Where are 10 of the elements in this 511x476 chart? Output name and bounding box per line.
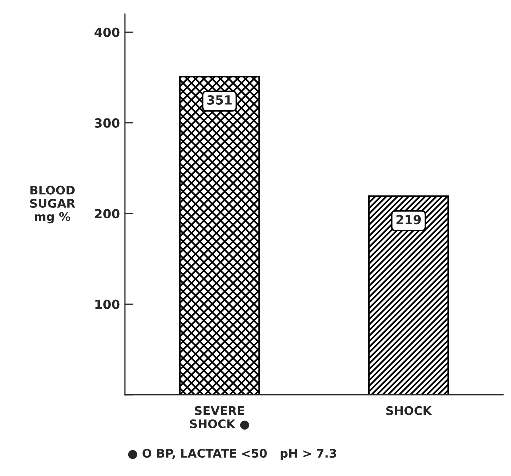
y-tick-label: 200 [95,209,120,219]
y-tick-label: 300 [95,118,120,128]
x-tick-label: SHOCK [386,406,432,416]
y-tick-label: 100 [96,300,120,310]
y-axis-title: BLOOD SUGAR mg % [30,186,76,224]
y-tick-label: 400 [94,28,120,38]
x-tick-label: SEVERE SHOCK ● [190,406,250,430]
text: ● O BP, LACTATE <50 pH > 7.3 [128,449,336,460]
data-label: 219 [396,215,422,225]
data-label: 351 [208,96,232,105]
